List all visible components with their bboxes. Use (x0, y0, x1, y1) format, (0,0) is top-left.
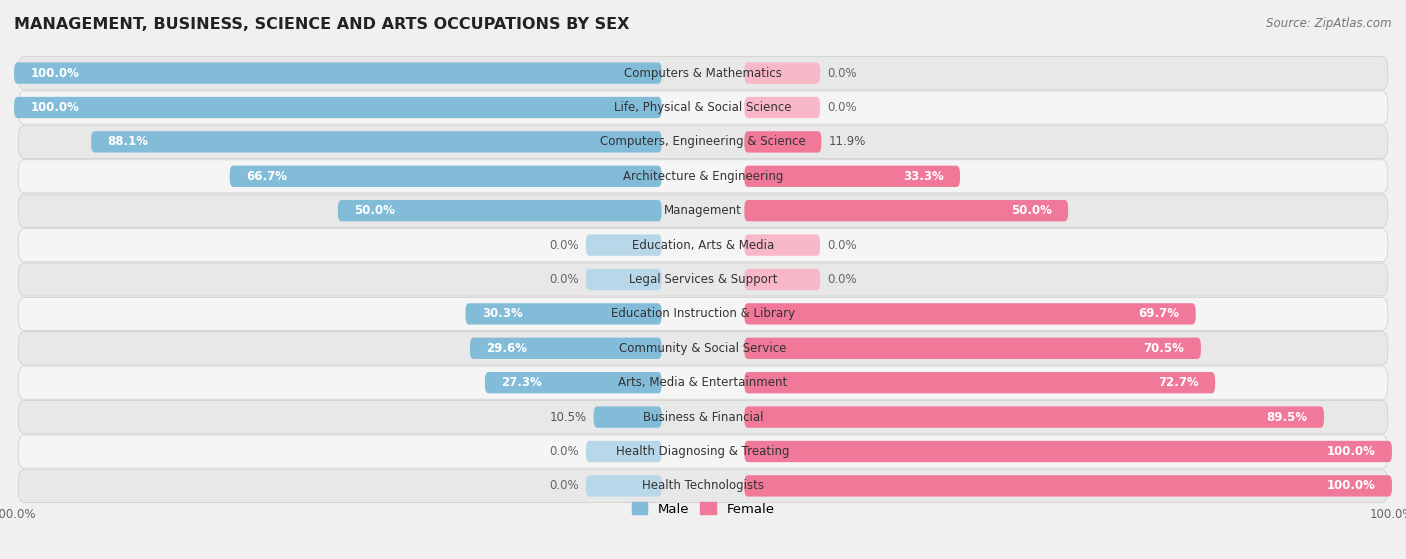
Text: Arts, Media & Entertainment: Arts, Media & Entertainment (619, 376, 787, 389)
FancyBboxPatch shape (18, 435, 1388, 468)
Text: Architecture & Engineering: Architecture & Engineering (623, 170, 783, 183)
FancyBboxPatch shape (744, 269, 820, 290)
Text: Management: Management (664, 204, 742, 217)
Text: Life, Physical & Social Science: Life, Physical & Social Science (614, 101, 792, 114)
FancyBboxPatch shape (586, 475, 662, 496)
Text: 89.5%: 89.5% (1267, 411, 1308, 424)
FancyBboxPatch shape (18, 297, 1388, 330)
Text: 30.3%: 30.3% (482, 307, 523, 320)
FancyBboxPatch shape (337, 200, 662, 221)
Text: Legal Services & Support: Legal Services & Support (628, 273, 778, 286)
Text: 10.5%: 10.5% (550, 411, 586, 424)
Text: 50.0%: 50.0% (1011, 204, 1052, 217)
FancyBboxPatch shape (470, 338, 662, 359)
FancyBboxPatch shape (744, 372, 1215, 394)
Text: Education Instruction & Library: Education Instruction & Library (612, 307, 794, 320)
FancyBboxPatch shape (18, 263, 1388, 296)
FancyBboxPatch shape (485, 372, 662, 394)
Text: 27.3%: 27.3% (502, 376, 543, 389)
Text: 11.9%: 11.9% (828, 135, 866, 148)
Text: 0.0%: 0.0% (827, 273, 856, 286)
FancyBboxPatch shape (744, 406, 1324, 428)
FancyBboxPatch shape (18, 470, 1388, 503)
FancyBboxPatch shape (18, 401, 1388, 434)
Text: 0.0%: 0.0% (550, 480, 579, 492)
FancyBboxPatch shape (744, 63, 820, 84)
FancyBboxPatch shape (18, 332, 1388, 365)
Text: 33.3%: 33.3% (903, 170, 943, 183)
Text: Health Diagnosing & Treating: Health Diagnosing & Treating (616, 445, 790, 458)
Text: 0.0%: 0.0% (550, 239, 579, 252)
Text: 29.6%: 29.6% (486, 342, 527, 355)
FancyBboxPatch shape (18, 56, 1388, 89)
FancyBboxPatch shape (744, 441, 1392, 462)
FancyBboxPatch shape (586, 269, 662, 290)
FancyBboxPatch shape (744, 97, 820, 118)
Text: 100.0%: 100.0% (31, 67, 80, 79)
Text: 66.7%: 66.7% (246, 170, 287, 183)
FancyBboxPatch shape (744, 165, 960, 187)
FancyBboxPatch shape (14, 97, 662, 118)
Text: Computers & Mathematics: Computers & Mathematics (624, 67, 782, 79)
Text: 70.5%: 70.5% (1143, 342, 1184, 355)
Text: 0.0%: 0.0% (827, 101, 856, 114)
FancyBboxPatch shape (18, 125, 1388, 158)
Text: 69.7%: 69.7% (1139, 307, 1180, 320)
Text: 100.0%: 100.0% (1326, 445, 1375, 458)
FancyBboxPatch shape (586, 441, 662, 462)
FancyBboxPatch shape (744, 200, 1069, 221)
FancyBboxPatch shape (744, 475, 1392, 496)
FancyBboxPatch shape (14, 63, 662, 84)
Text: Source: ZipAtlas.com: Source: ZipAtlas.com (1267, 17, 1392, 30)
Text: 100.0%: 100.0% (31, 101, 80, 114)
Text: 88.1%: 88.1% (108, 135, 149, 148)
FancyBboxPatch shape (18, 194, 1388, 227)
FancyBboxPatch shape (91, 131, 662, 153)
FancyBboxPatch shape (586, 234, 662, 256)
Text: Business & Financial: Business & Financial (643, 411, 763, 424)
FancyBboxPatch shape (744, 303, 1195, 325)
Text: 0.0%: 0.0% (827, 67, 856, 79)
Text: Education, Arts & Media: Education, Arts & Media (631, 239, 775, 252)
Text: 100.0%: 100.0% (1326, 480, 1375, 492)
Text: 0.0%: 0.0% (550, 445, 579, 458)
FancyBboxPatch shape (465, 303, 662, 325)
FancyBboxPatch shape (229, 165, 662, 187)
FancyBboxPatch shape (744, 338, 1201, 359)
Text: Health Technologists: Health Technologists (643, 480, 763, 492)
Text: 0.0%: 0.0% (550, 273, 579, 286)
FancyBboxPatch shape (593, 406, 662, 428)
Text: 0.0%: 0.0% (827, 239, 856, 252)
FancyBboxPatch shape (18, 366, 1388, 399)
Text: MANAGEMENT, BUSINESS, SCIENCE AND ARTS OCCUPATIONS BY SEX: MANAGEMENT, BUSINESS, SCIENCE AND ARTS O… (14, 17, 630, 32)
FancyBboxPatch shape (744, 234, 820, 256)
FancyBboxPatch shape (18, 229, 1388, 262)
FancyBboxPatch shape (18, 160, 1388, 193)
Text: 72.7%: 72.7% (1159, 376, 1198, 389)
FancyBboxPatch shape (18, 91, 1388, 124)
Text: Community & Social Service: Community & Social Service (619, 342, 787, 355)
FancyBboxPatch shape (744, 131, 821, 153)
Text: 50.0%: 50.0% (354, 204, 395, 217)
Text: Computers, Engineering & Science: Computers, Engineering & Science (600, 135, 806, 148)
Legend: Male, Female: Male, Female (626, 497, 780, 521)
